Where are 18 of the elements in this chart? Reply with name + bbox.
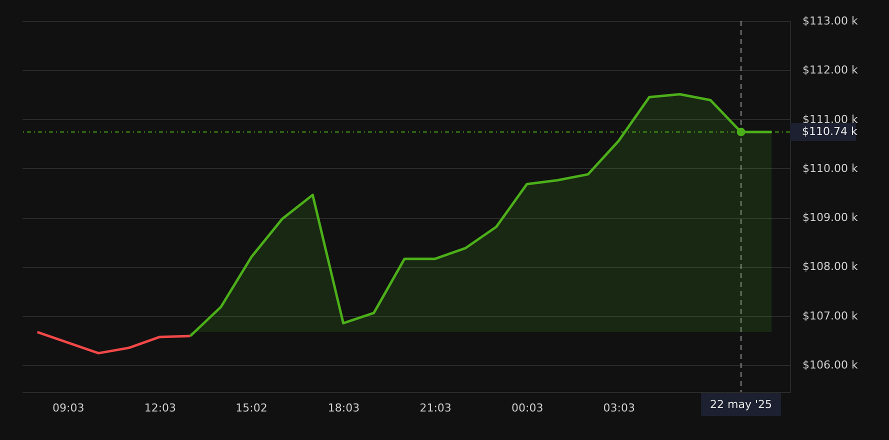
line-series xyxy=(36,330,192,354)
y-tick-label: $113.00 k xyxy=(802,14,858,28)
x-tick-label: 00:03 xyxy=(512,402,544,414)
x-tick-label: 15:02 xyxy=(236,402,268,414)
x-tick-label: 03:03 xyxy=(603,402,636,414)
y-tick-label: $107.00 k xyxy=(802,309,858,322)
y-tick-label: $106.00 k xyxy=(802,358,858,372)
ref-line-label: $110.74 k xyxy=(802,125,858,138)
ref-line-label: 22 may '25 xyxy=(710,398,772,411)
y-tick-label: $109.00 k xyxy=(802,211,858,224)
x-tick-label: 12:03 xyxy=(144,402,176,414)
y-tick-label: $112.00 k xyxy=(802,64,858,77)
x-tick-label: 21:03 xyxy=(420,402,452,414)
x-tick-label: 09:03 xyxy=(52,402,84,414)
x-tick-label: 18:03 xyxy=(328,402,360,414)
y-tick-label: $111.00 k xyxy=(802,112,858,126)
y-tick-label: $108.00 k xyxy=(802,260,858,274)
y-tick-label: $110.00 k xyxy=(802,162,858,175)
